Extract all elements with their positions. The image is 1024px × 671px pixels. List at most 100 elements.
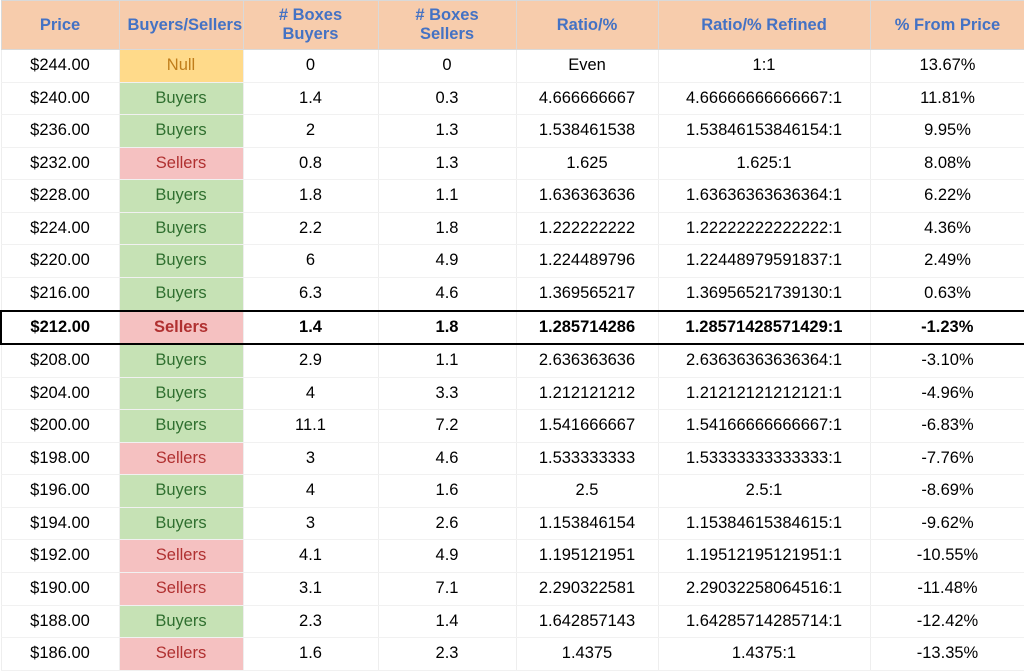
table-row[interactable]: $198.00Sellers34.61.5333333331.533333333… [1,442,1024,475]
pct-from-price-cell[interactable]: -13.35% [870,638,1024,671]
price-cell[interactable]: $198.00 [1,442,119,475]
ratio-refined-cell[interactable]: 2.63636363636364:1 [658,344,870,377]
boxes-sellers-cell[interactable]: 1.3 [378,147,516,180]
ratio-cell[interactable]: 1.212121212 [516,377,658,410]
pct-from-price-cell[interactable]: -8.69% [870,475,1024,508]
ratio-refined-cell[interactable]: 1.21212121212121:1 [658,377,870,410]
price-cell[interactable]: $188.00 [1,605,119,638]
buyers-sellers-cell[interactable]: Buyers [119,212,243,245]
col-header-boxes-sellers[interactable]: # Boxes Sellers [378,1,516,50]
col-header-ratio-refined[interactable]: Ratio/% Refined [658,1,870,50]
ratio-cell[interactable]: 1.636363636 [516,180,658,213]
table-row[interactable]: $244.00Null00Even1:113.67% [1,50,1024,83]
ratio-cell[interactable]: 1.4375 [516,638,658,671]
ratio-cell[interactable]: 1.533333333 [516,442,658,475]
boxes-buyers-cell[interactable]: 3.1 [243,573,378,606]
price-cell[interactable]: $212.00 [1,311,119,345]
table-row[interactable]: $212.00Sellers1.41.81.2857142861.2857142… [1,311,1024,345]
pct-from-price-cell[interactable]: -9.62% [870,507,1024,540]
table-row[interactable]: $192.00Sellers4.14.91.1951219511.1951219… [1,540,1024,573]
buyers-sellers-cell[interactable]: Sellers [119,540,243,573]
boxes-sellers-cell[interactable]: 4.9 [378,540,516,573]
pct-from-price-cell[interactable]: 0.63% [870,277,1024,310]
buyers-sellers-cell[interactable]: Buyers [119,507,243,540]
boxes-buyers-cell[interactable]: 3 [243,507,378,540]
boxes-buyers-cell[interactable]: 1.8 [243,180,378,213]
ratio-cell[interactable]: 1.285714286 [516,311,658,345]
price-cell[interactable]: $228.00 [1,180,119,213]
ratio-cell[interactable]: 1.195121951 [516,540,658,573]
buyers-sellers-cell[interactable]: Buyers [119,410,243,443]
col-header-pct-from-price[interactable]: % From Price [870,1,1024,50]
pct-from-price-cell[interactable]: -10.55% [870,540,1024,573]
pct-from-price-cell[interactable]: 9.95% [870,115,1024,148]
boxes-sellers-cell[interactable]: 1.4 [378,605,516,638]
col-header-boxes-buyers[interactable]: # Boxes Buyers [243,1,378,50]
price-cell[interactable]: $224.00 [1,212,119,245]
table-row[interactable]: $186.00Sellers1.62.31.43751.4375:1-13.35… [1,638,1024,671]
pct-from-price-cell[interactable]: 6.22% [870,180,1024,213]
table-row[interactable]: $204.00Buyers43.31.2121212121.2121212121… [1,377,1024,410]
ratio-cell[interactable]: 1.541666667 [516,410,658,443]
buyers-sellers-cell[interactable]: Buyers [119,82,243,115]
ratio-refined-cell[interactable]: 2.5:1 [658,475,870,508]
ratio-refined-cell[interactable]: 1.625:1 [658,147,870,180]
price-cell[interactable]: $208.00 [1,344,119,377]
pct-from-price-cell[interactable]: -7.76% [870,442,1024,475]
pct-from-price-cell[interactable]: 4.36% [870,212,1024,245]
ratio-refined-cell[interactable]: 1.4375:1 [658,638,870,671]
table-row[interactable]: $236.00Buyers21.31.5384615381.5384615384… [1,115,1024,148]
table-row[interactable]: $220.00Buyers64.91.2244897961.2244897959… [1,245,1024,278]
boxes-sellers-cell[interactable]: 1.1 [378,344,516,377]
col-header-price[interactable]: Price [1,1,119,50]
table-row[interactable]: $200.00Buyers11.17.21.5416666671.5416666… [1,410,1024,443]
ratio-refined-cell[interactable]: 1.19512195121951:1 [658,540,870,573]
col-header-ratio[interactable]: Ratio/% [516,1,658,50]
ratio-refined-cell[interactable]: 1.53333333333333:1 [658,442,870,475]
pct-from-price-cell[interactable]: 8.08% [870,147,1024,180]
price-cell[interactable]: $204.00 [1,377,119,410]
ratio-cell[interactable]: 2.290322581 [516,573,658,606]
buyers-sellers-cell[interactable]: Sellers [119,311,243,345]
ratio-cell[interactable]: 2.5 [516,475,658,508]
ratio-cell[interactable]: 1.222222222 [516,212,658,245]
boxes-sellers-cell[interactable]: 1.8 [378,311,516,345]
boxes-buyers-cell[interactable]: 6.3 [243,277,378,310]
table-row[interactable]: $224.00Buyers2.21.81.2222222221.22222222… [1,212,1024,245]
pct-from-price-cell[interactable]: -12.42% [870,605,1024,638]
price-cell[interactable]: $232.00 [1,147,119,180]
buyers-sellers-cell[interactable]: Buyers [119,115,243,148]
ratio-cell[interactable]: 1.538461538 [516,115,658,148]
table-row[interactable]: $228.00Buyers1.81.11.6363636361.63636363… [1,180,1024,213]
pct-from-price-cell[interactable]: 2.49% [870,245,1024,278]
boxes-buyers-cell[interactable]: 2.2 [243,212,378,245]
buyers-sellers-cell[interactable]: Buyers [119,475,243,508]
buyers-sellers-cell[interactable]: Buyers [119,344,243,377]
pct-from-price-cell[interactable]: 13.67% [870,50,1024,83]
price-cell[interactable]: $186.00 [1,638,119,671]
buyers-sellers-cell[interactable]: Buyers [119,180,243,213]
table-row[interactable]: $196.00Buyers41.62.52.5:1-8.69% [1,475,1024,508]
table-row[interactable]: $188.00Buyers2.31.41.6428571431.64285714… [1,605,1024,638]
ratio-refined-cell[interactable]: 1.28571428571429:1 [658,311,870,345]
table-row[interactable]: $208.00Buyers2.91.12.6363636362.63636363… [1,344,1024,377]
price-cell[interactable]: $194.00 [1,507,119,540]
boxes-sellers-cell[interactable]: 4.6 [378,277,516,310]
boxes-sellers-cell[interactable]: 1.1 [378,180,516,213]
ratio-refined-cell[interactable]: 1.54166666666667:1 [658,410,870,443]
ratio-cell[interactable]: 2.636363636 [516,344,658,377]
price-cell[interactable]: $240.00 [1,82,119,115]
buyers-sellers-cell[interactable]: Null [119,50,243,83]
boxes-buyers-cell[interactable]: 6 [243,245,378,278]
boxes-buyers-cell[interactable]: 4 [243,475,378,508]
pct-from-price-cell[interactable]: -3.10% [870,344,1024,377]
buyers-sellers-cell[interactable]: Buyers [119,245,243,278]
table-row[interactable]: $190.00Sellers3.17.12.2903225812.2903225… [1,573,1024,606]
buyers-sellers-cell[interactable]: Sellers [119,442,243,475]
boxes-buyers-cell[interactable]: 3 [243,442,378,475]
boxes-sellers-cell[interactable]: 2.6 [378,507,516,540]
ratio-cell[interactable]: Even [516,50,658,83]
price-cell[interactable]: $196.00 [1,475,119,508]
pct-from-price-cell[interactable]: 11.81% [870,82,1024,115]
boxes-sellers-cell[interactable]: 1.8 [378,212,516,245]
